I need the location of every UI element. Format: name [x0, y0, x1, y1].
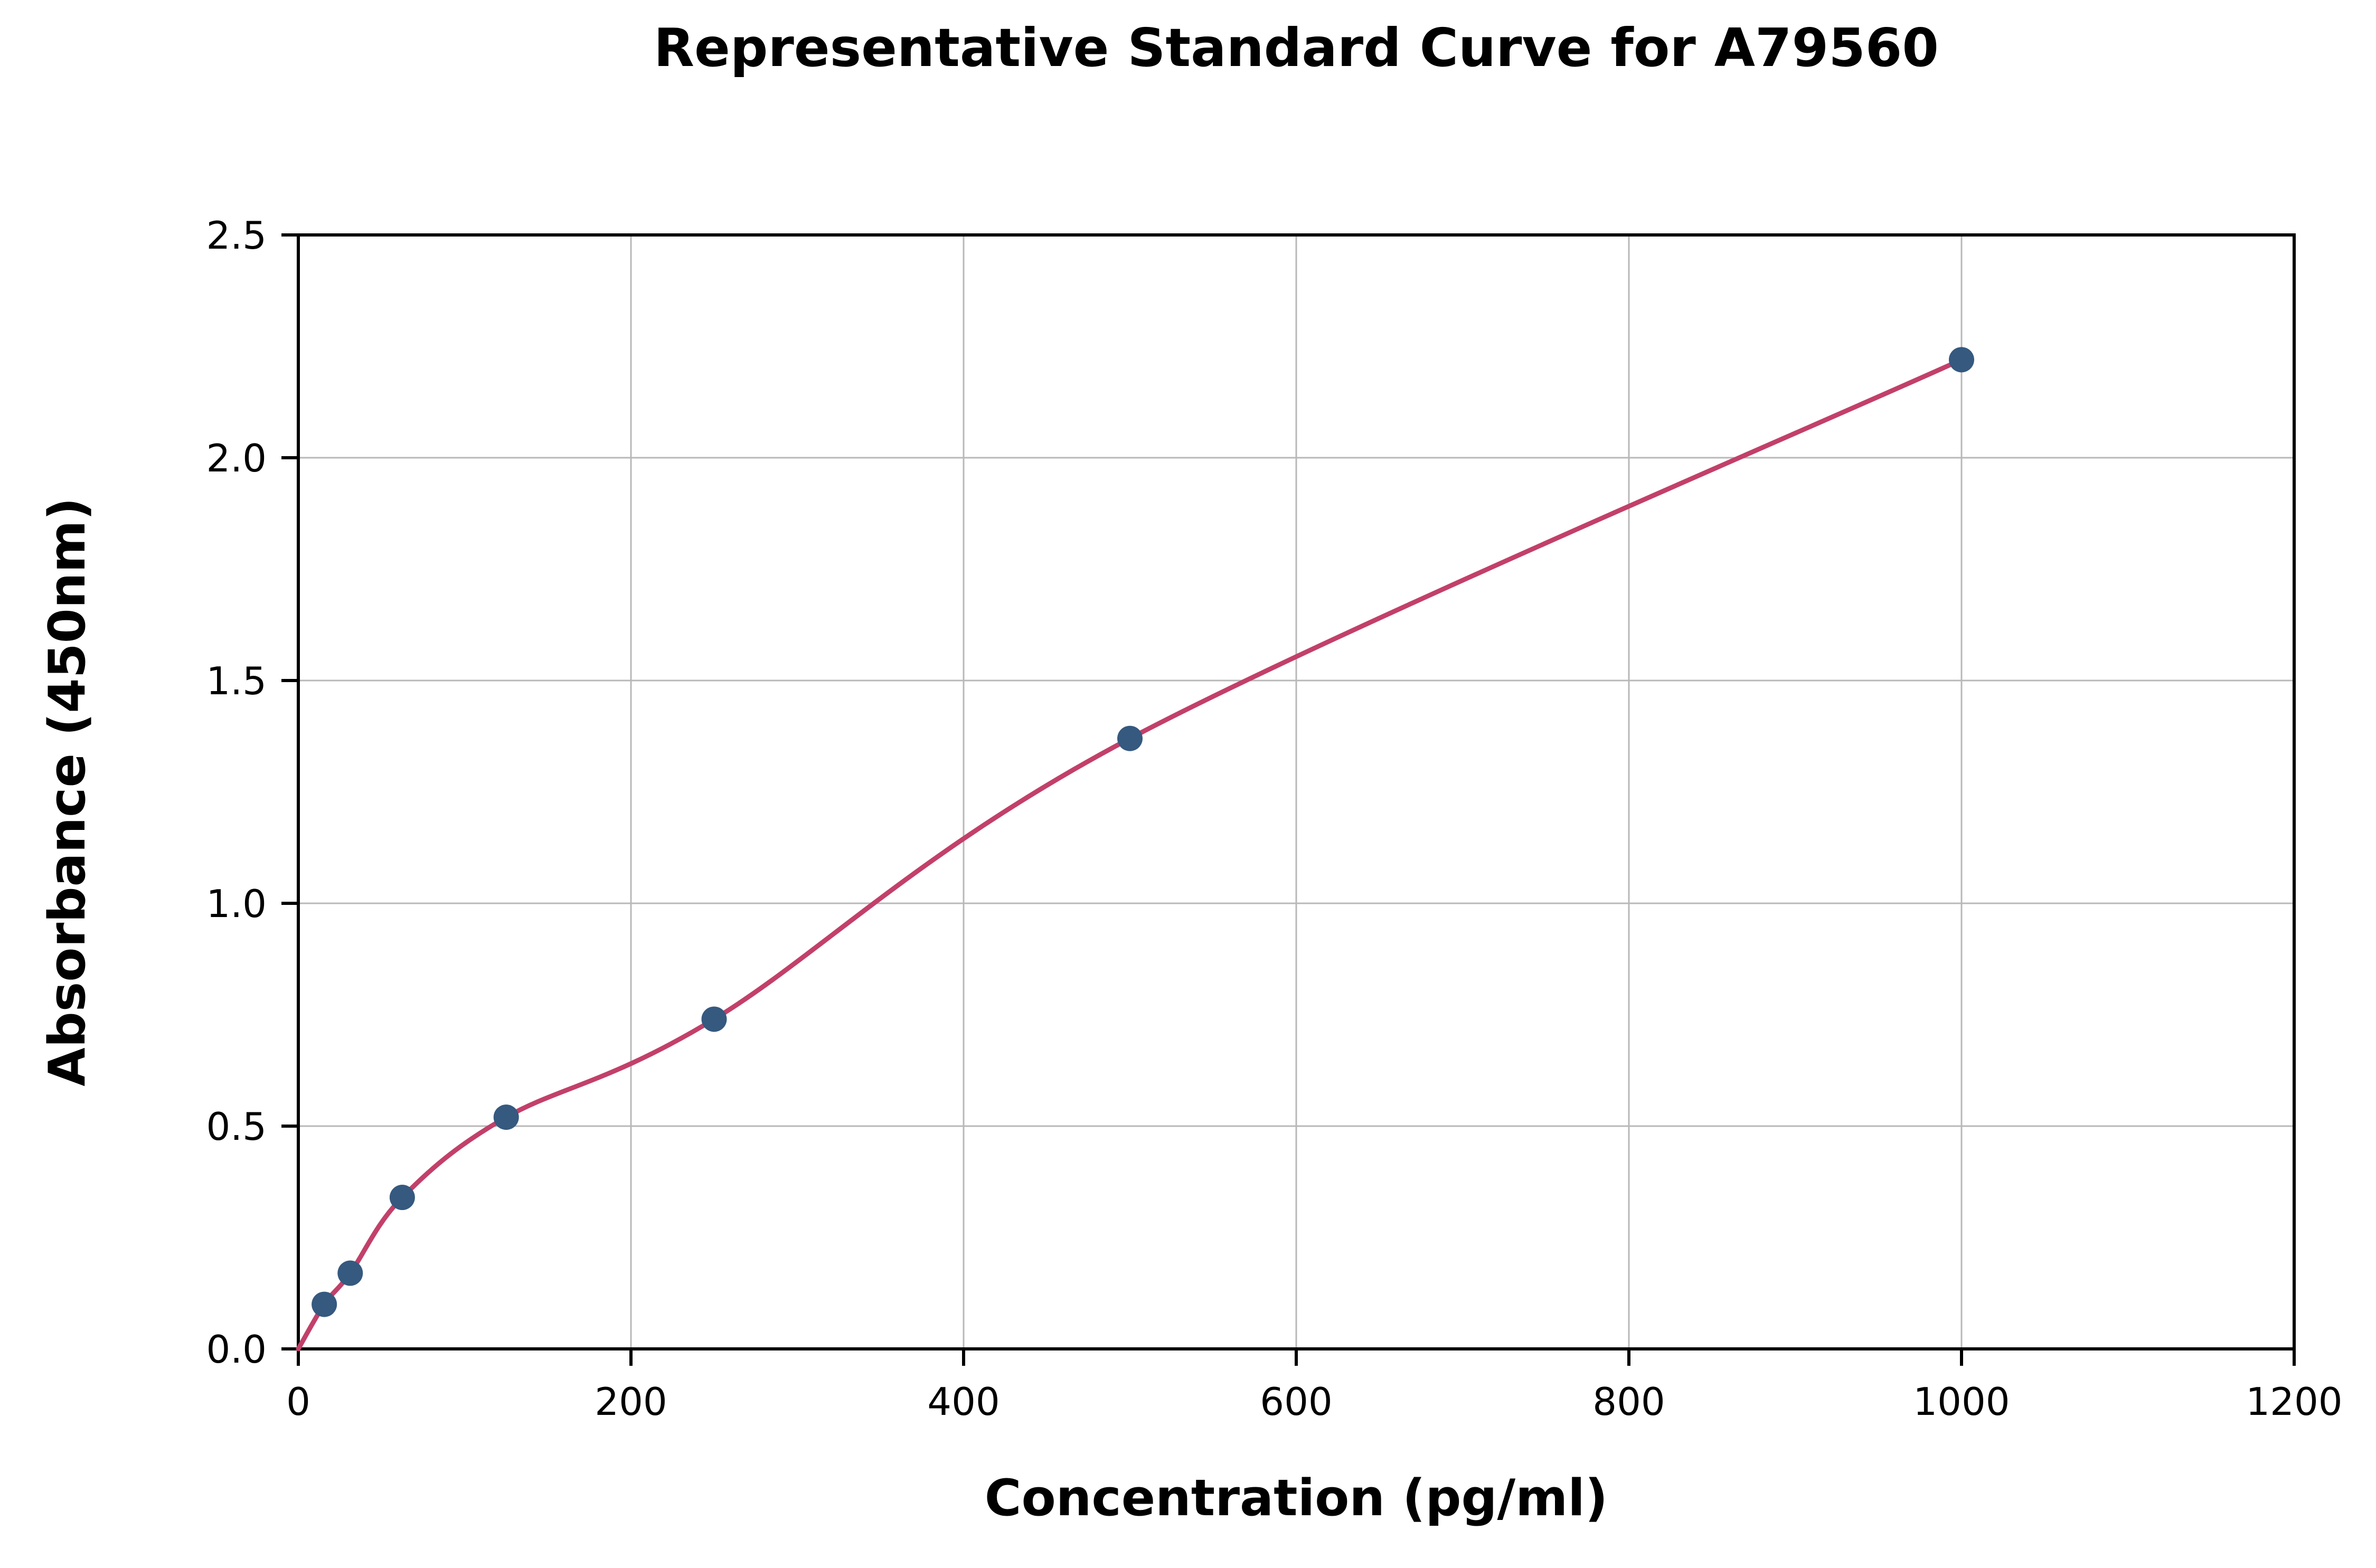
data-point: [1949, 347, 1974, 373]
y-tick-label: 2.5: [206, 213, 267, 258]
y-tick-label: 0.5: [206, 1104, 267, 1149]
x-tick-label: 1000: [1913, 1380, 2010, 1424]
x-axis-label: Concentration (pg/ml): [985, 1469, 1608, 1527]
data-point: [493, 1104, 519, 1130]
y-axis-ticks: 0.0 0.5 1.0 1.5 2.0 2.5: [206, 213, 298, 1372]
data-point: [389, 1185, 415, 1211]
y-tick-label: 1.0: [206, 882, 267, 926]
x-tick-label: 800: [1592, 1380, 1665, 1424]
data-point: [1117, 725, 1143, 751]
x-tick-label: 200: [595, 1380, 667, 1424]
x-axis-ticks: 0 200 400 600 800 1000 1200: [286, 1349, 2343, 1424]
y-tick-label: 2.0: [206, 436, 267, 480]
y-axis-label: Absorbance (450nm): [39, 497, 97, 1087]
x-tick-label: 0: [286, 1380, 310, 1424]
x-tick-label: 400: [927, 1380, 1000, 1424]
data-point: [312, 1291, 337, 1317]
x-tick-label: 600: [1260, 1380, 1332, 1424]
fit-curve: [296, 357, 1964, 1352]
data-point: [701, 1006, 727, 1032]
y-tick-label: 1.5: [206, 659, 267, 703]
gridlines: [297, 234, 2295, 1350]
data-points: [312, 347, 1974, 1317]
x-tick-label: 1200: [2246, 1380, 2342, 1424]
chart-title: Representative Standard Curve for A79560: [654, 17, 1939, 79]
y-tick-label: 0.0: [206, 1327, 267, 1372]
data-point: [337, 1260, 363, 1286]
